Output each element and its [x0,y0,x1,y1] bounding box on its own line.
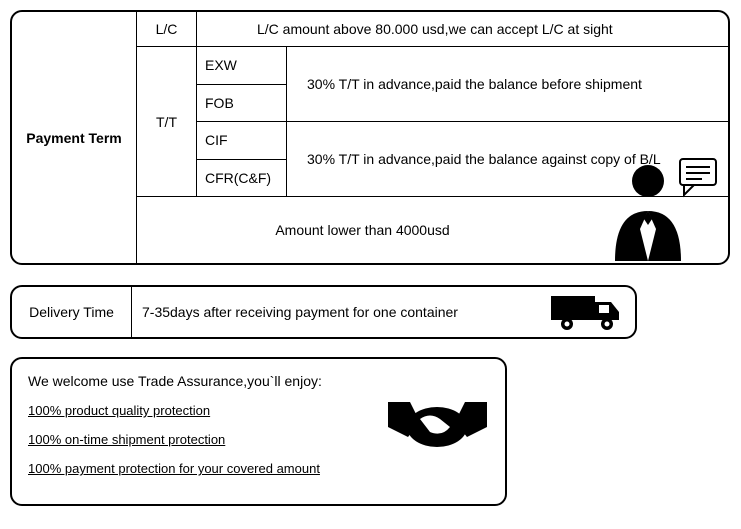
lc-row: L/C L/C amount above 80.000 usd,we can a… [137,12,728,47]
tt-label: T/T [137,47,197,196]
handshake-icon [380,377,495,472]
delivery-time-body: 7-35days after receiving payment for one… [132,287,635,337]
delivery-time-table: Delivery Time 7-35days after receiving p… [10,285,637,339]
tt-term-exw: EXW [197,47,286,85]
businessman-icon [600,151,720,261]
tt-terms-column: EXW FOB CIF CFR(C&F) [197,47,287,196]
payment-term-table: Payment Term L/C L/C amount above 80.000… [10,10,730,265]
tt-term-cif: CIF [197,122,286,160]
delivery-time-label: Delivery Time [12,287,132,337]
tt-desc-1: 30% T/T in advance,paid the balance befo… [287,47,728,122]
payment-term-label: Payment Term [12,12,137,263]
truck-icon [549,292,627,332]
lc-text: L/C amount above 80.000 usd,we can accep… [197,12,728,46]
delivery-time-text: 7-35days after receiving payment for one… [142,304,458,320]
tt-term-fob: FOB [197,85,286,123]
lc-label: L/C [137,12,197,46]
tt-term-cfr: CFR(C&F) [197,160,286,197]
trade-assurance-box: We welcome use Trade Assurance,you`ll en… [10,357,507,506]
